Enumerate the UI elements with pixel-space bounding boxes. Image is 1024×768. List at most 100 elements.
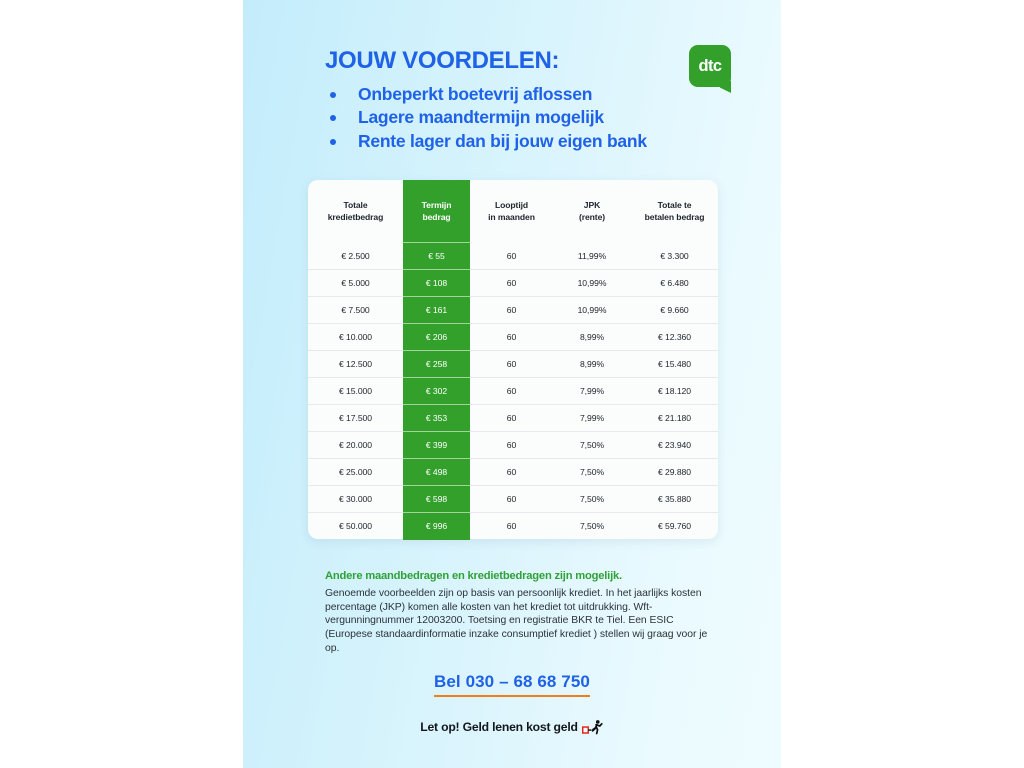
table-cell: € 7.500 <box>308 296 403 324</box>
table-cell: 7,99% <box>553 404 631 432</box>
table-cell: € 6.480 <box>631 269 718 297</box>
table-cell: 60 <box>470 431 553 459</box>
table-cell: 7,50% <box>553 458 631 486</box>
table-cell: 60 <box>470 377 553 405</box>
table-cell: € 161 <box>403 296 470 324</box>
table-row: € 10.000 € 206 60 8,99% € 12.360 <box>308 323 718 351</box>
header-block: JOUW VOORDELEN: Onbeperkt boetevrij aflo… <box>325 47 755 153</box>
promo-poster: JOUW VOORDELEN: Onbeperkt boetevrij aflo… <box>243 0 781 768</box>
table-head: Totale kredietbedrag Termijn bedrag Loop… <box>308 180 718 243</box>
table-header-row: Totale kredietbedrag Termijn bedrag Loop… <box>308 180 718 243</box>
list-item: Lagere maandtermijn mogelijk <box>325 106 755 129</box>
table-cell: 8,99% <box>553 323 631 351</box>
table-row: € 7.500 € 161 60 10,99% € 9.660 <box>308 296 718 324</box>
notes-title: Andere maandbedragen en kredietbedragen … <box>325 570 622 582</box>
table-cell: € 12.500 <box>308 350 403 378</box>
table-cell: € 30.000 <box>308 485 403 513</box>
table-row: € 30.000 € 598 60 7,50% € 35.880 <box>308 485 718 513</box>
col-header-term-amount: Termijn bedrag <box>403 180 470 243</box>
benefit-label: Lagere maandtermijn mogelijk <box>358 107 604 128</box>
dtc-logo: dtc <box>689 45 731 93</box>
table-cell: € 35.880 <box>631 485 718 513</box>
table-cell: 60 <box>470 269 553 297</box>
table-cell: € 3.300 <box>660 250 689 261</box>
table-row: € 17.500 € 353 60 7,99% € 21.180 <box>308 404 718 432</box>
table-cell: € 55 <box>403 242 470 270</box>
col-header-rate: JPK (rente) <box>578 199 606 223</box>
table-body: € 2.500 € 55 60 11,99% € 3.300 € 5.000 € 108 60… <box>308 242 718 539</box>
table-row: € 25.000 € 498 60 7,50% € 29.880 <box>308 458 718 486</box>
table-cell: € 20.000 <box>308 431 403 459</box>
table-cell: € 353 <box>403 404 470 432</box>
table-cell: 10,99% <box>553 269 631 297</box>
table-cell: 8,99% <box>553 350 631 378</box>
benefit-label: Rente lager dan bij jouw eigen bank <box>358 130 647 151</box>
table-cell: 11,99% <box>577 250 607 261</box>
logo-bubble-shape <box>689 45 731 87</box>
table-cell: 10,99% <box>553 296 631 324</box>
credit-warning: Let op! Geld lenen kost geld <box>243 718 781 735</box>
table-cell: 60 <box>470 458 553 486</box>
phone-cta[interactable]: Bel 030 – 68 68 750 <box>243 672 781 697</box>
table-cell: 60 <box>470 350 553 378</box>
table-cell: 60 <box>470 485 553 513</box>
benefits-list: Onbeperkt boetevrij aflossen Lagere maan… <box>325 83 755 152</box>
notes-body: Genoemde voorbeelden zijn op basis van p… <box>325 588 708 654</box>
bullet-icon <box>330 92 336 99</box>
table-cell: € 302 <box>403 377 470 405</box>
table-cell: 60 <box>470 404 553 432</box>
table-cell: € 598 <box>403 485 470 513</box>
logo-wordmark: dtc <box>698 56 723 75</box>
table-row: € 12.500 € 258 60 8,99% € 15.480 <box>308 350 718 378</box>
bullet-icon <box>330 115 336 122</box>
table-cell: 60 <box>470 512 553 539</box>
table-cell: 60 <box>506 250 517 261</box>
table-cell: 7,50% <box>553 485 631 513</box>
table-cell: € 21.180 <box>631 404 718 432</box>
running-man-icon <box>581 719 604 736</box>
list-item: Rente lager dan bij jouw eigen bank <box>325 130 755 153</box>
table-cell: € 108 <box>403 269 470 297</box>
notes-block: Andere maandbedragen en kredietbedragen … <box>325 570 715 656</box>
rates-table: Totale kredietbedrag Termijn bedrag Loop… <box>308 180 718 539</box>
table-row: € 50.000 € 996 60 7,50% € 59.760 <box>308 512 718 539</box>
table-cell: € 996 <box>403 512 470 539</box>
table-cell: € 15.480 <box>631 350 718 378</box>
table-cell: € 50.000 <box>308 512 403 539</box>
table-cell: € 498 <box>403 458 470 486</box>
page-title: JOUW VOORDELEN: <box>325 47 560 74</box>
table-cell: € 10.000 <box>308 323 403 351</box>
table-cell: € 258 <box>403 350 470 378</box>
table-cell: € 23.940 <box>631 431 718 459</box>
table-cell: € 29.880 <box>631 458 718 486</box>
table-cell: € 59.760 <box>631 512 718 539</box>
table-cell: 60 <box>470 323 553 351</box>
rates-card: Totale kredietbedrag Termijn bedrag Loop… <box>308 180 718 540</box>
table-cell: € 15.000 <box>308 377 403 405</box>
table-row: € 15.000 € 302 60 7,99% € 18.120 <box>308 377 718 405</box>
table-row: € 20.000 € 399 60 7,50% € 23.940 <box>308 431 718 459</box>
table-cell: € 25.000 <box>308 458 403 486</box>
warning-label: Let op! Geld lenen kost geld <box>420 719 578 734</box>
table-cell: € 17.500 <box>308 404 403 432</box>
phone-number-link[interactable]: Bel 030 – 68 68 750 <box>434 672 590 697</box>
table-cell: € 2.500 <box>341 250 370 261</box>
col-header-credit-amount: Totale kredietbedrag <box>327 199 384 223</box>
list-item: Onbeperkt boetevrij aflossen <box>325 83 755 106</box>
table-cell: 7,50% <box>553 512 631 539</box>
table-cell: € 9.660 <box>631 296 718 324</box>
table-row: € 5.000 € 108 60 10,99% € 6.480 <box>308 269 718 297</box>
table-cell: 7,99% <box>553 377 631 405</box>
table-cell: € 206 <box>403 323 470 351</box>
table-cell: € 12.360 <box>631 323 718 351</box>
table-cell: € 18.120 <box>631 377 718 405</box>
bullet-icon <box>330 138 336 145</box>
col-header-total-payable: Totale te betalen bedrag <box>644 199 705 223</box>
benefit-label: Onbeperkt boetevrij aflossen <box>358 84 593 105</box>
col-header-duration: Looptijd in maanden <box>488 199 535 223</box>
table-cell: € 399 <box>403 431 470 459</box>
table-cell: € 5.000 <box>308 269 403 297</box>
table-cell: 7,50% <box>553 431 631 459</box>
table-row: € 2.500 € 55 60 11,99% € 3.300 <box>308 242 718 270</box>
